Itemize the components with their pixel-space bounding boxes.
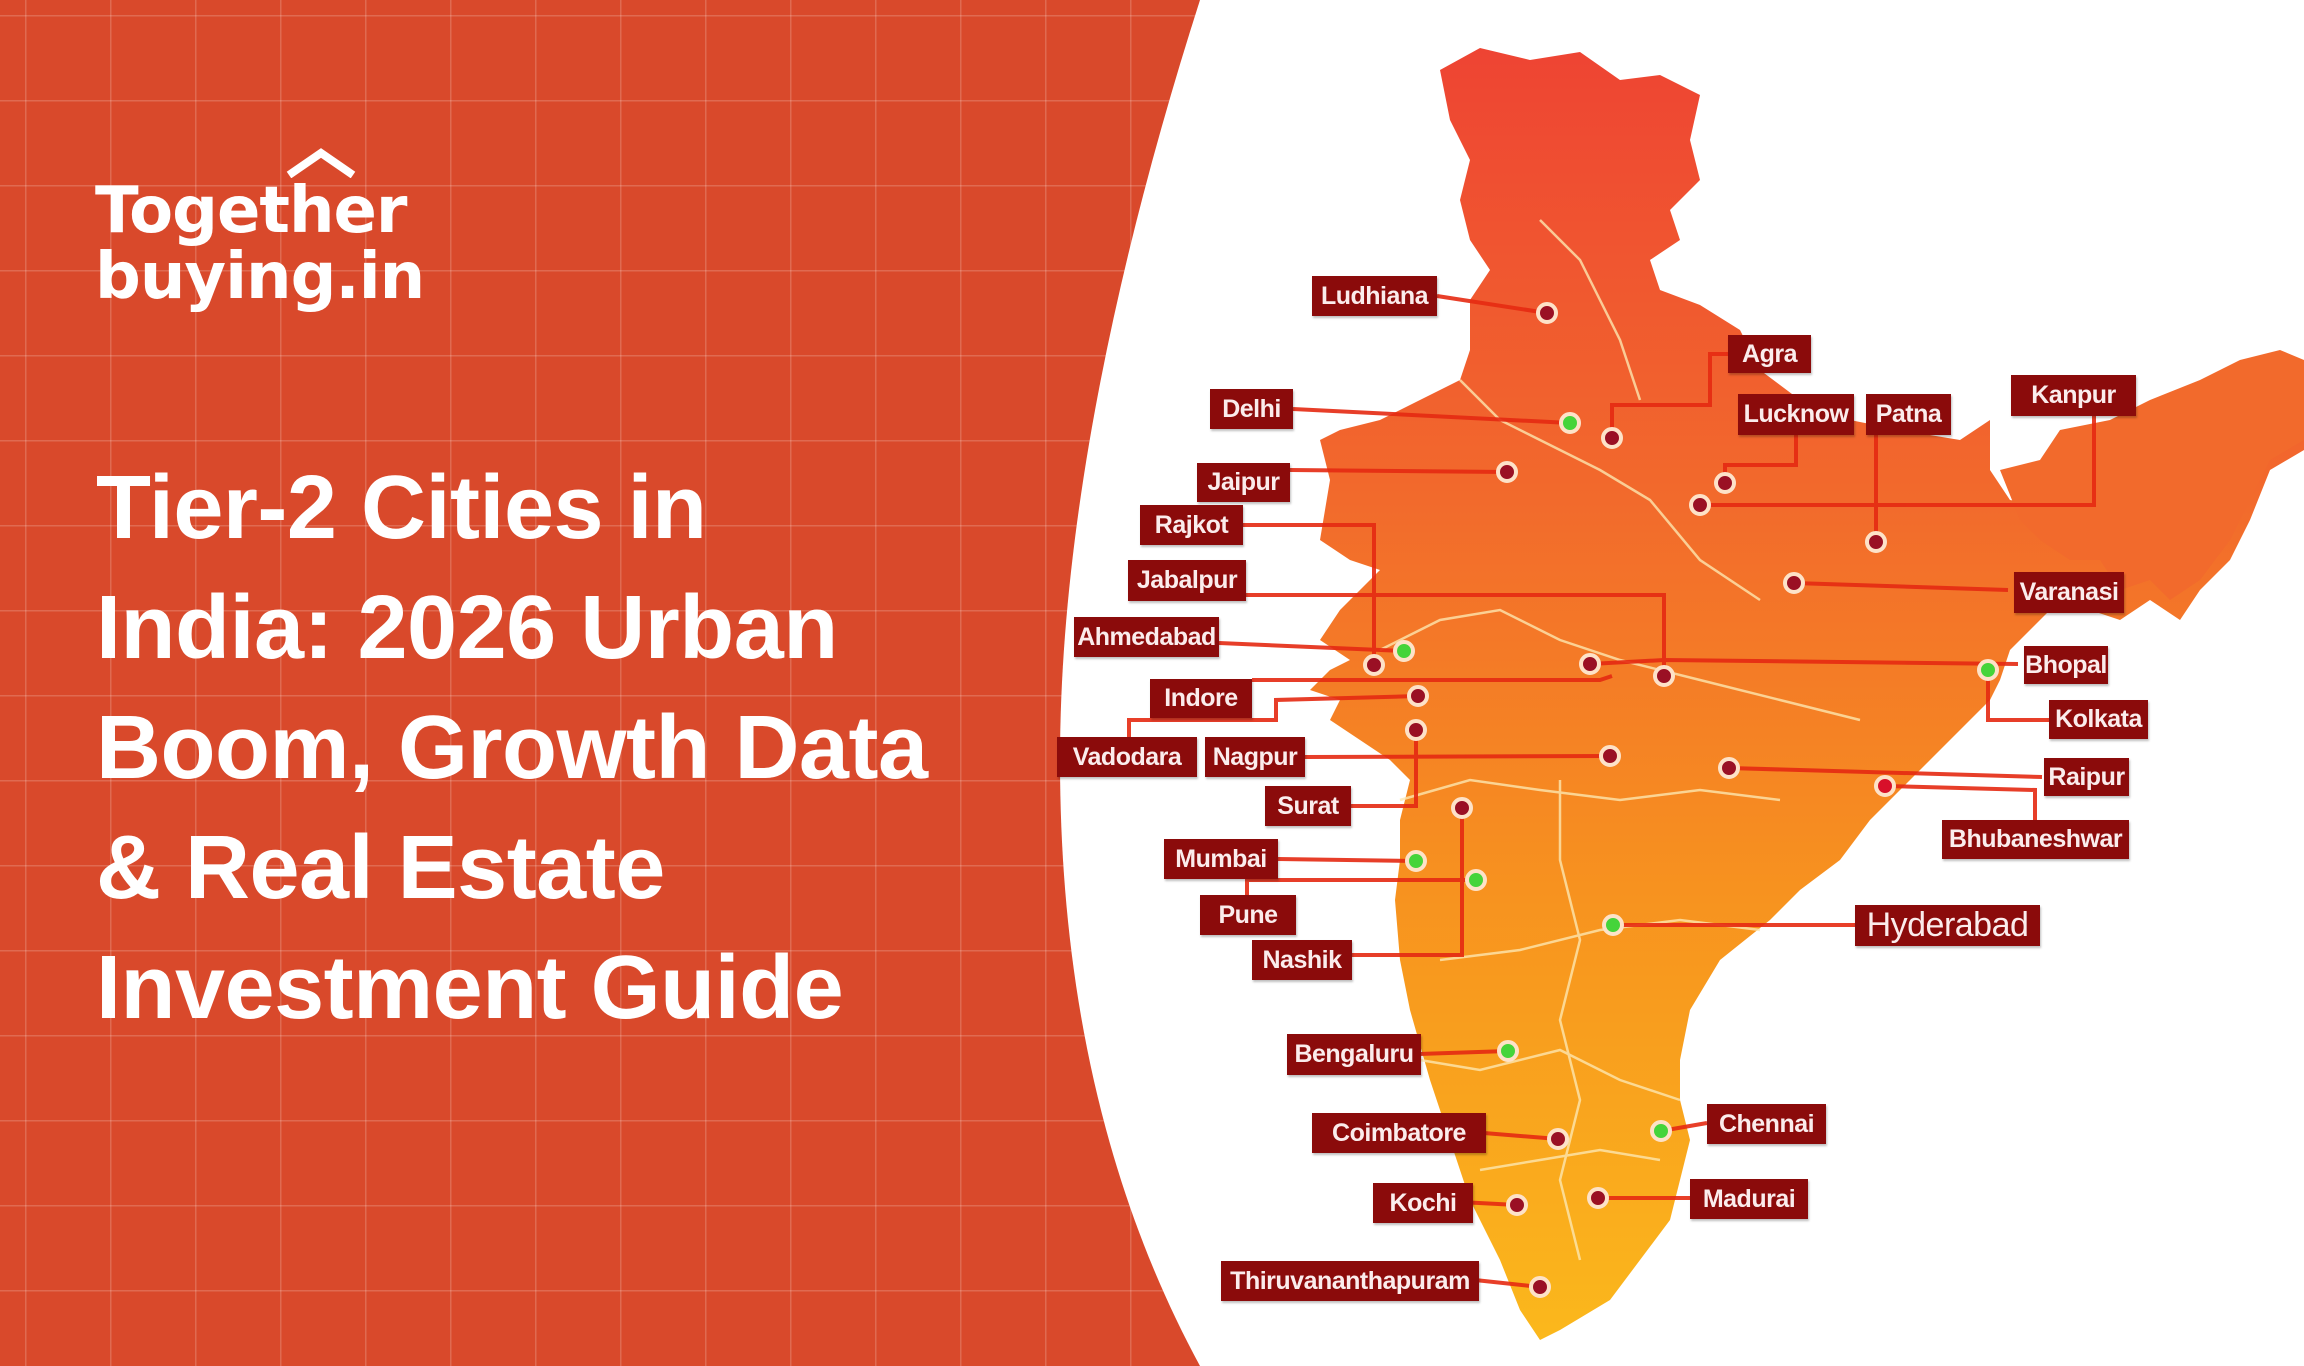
city-dot-coimbatore[interactable] bbox=[1547, 1128, 1569, 1150]
city-label-kanpur[interactable]: Kanpur bbox=[2011, 375, 2136, 416]
city-dot-raipur[interactable] bbox=[1718, 757, 1740, 779]
city-dot-kolkata[interactable] bbox=[1977, 659, 1999, 681]
city-dot-kanpur[interactable] bbox=[1689, 494, 1711, 516]
city-dot-madurai[interactable] bbox=[1587, 1187, 1609, 1209]
city-label-varanasi[interactable]: Varanasi bbox=[2014, 572, 2124, 613]
city-label-nashik[interactable]: Nashik bbox=[1252, 940, 1352, 980]
city-label-jabalpur[interactable]: Jabalpur bbox=[1128, 560, 1246, 601]
city-dot-mumbai[interactable] bbox=[1405, 850, 1427, 872]
logo-text-line1: Together bbox=[95, 174, 407, 248]
city-label-mumbai[interactable]: Mumbai bbox=[1164, 839, 1278, 879]
city-dot-vadodara[interactable] bbox=[1405, 719, 1427, 741]
city-label-bhopal[interactable]: Bhopal bbox=[2024, 646, 2108, 684]
city-label-vadodara[interactable]: Vadodara bbox=[1057, 737, 1197, 777]
city-label-pune[interactable]: Pune bbox=[1200, 895, 1296, 935]
title-line: India: 2026 Urban bbox=[96, 578, 838, 678]
logo-text-line2: buying.in bbox=[95, 240, 425, 314]
city-label-lucknow[interactable]: Lucknow bbox=[1738, 394, 1854, 435]
city-dot-thiruvananthapuram[interactable] bbox=[1529, 1276, 1551, 1298]
city-dot-agra[interactable] bbox=[1601, 427, 1623, 449]
city-label-patna[interactable]: Patna bbox=[1866, 394, 1951, 435]
city-label-bengaluru[interactable]: Bengaluru bbox=[1287, 1034, 1421, 1075]
title-line: & Real Estate bbox=[96, 818, 665, 918]
house-roof-icon bbox=[286, 148, 356, 178]
india-northeast-shape bbox=[2000, 350, 2304, 600]
city-dot-jabalpur[interactable] bbox=[1653, 665, 1675, 687]
city-dot-chennai[interactable] bbox=[1650, 1120, 1672, 1142]
city-label-kolkata[interactable]: Kolkata bbox=[2049, 700, 2148, 739]
city-dot-pune[interactable] bbox=[1465, 869, 1487, 891]
city-label-indore[interactable]: Indore bbox=[1150, 679, 1252, 718]
city-dot-jaipur[interactable] bbox=[1496, 461, 1518, 483]
city-dot-delhi[interactable] bbox=[1559, 412, 1581, 434]
city-label-rajkot[interactable]: Rajkot bbox=[1140, 505, 1243, 545]
city-dot-indore[interactable] bbox=[1407, 685, 1429, 707]
title-line: Tier-2 Cities in bbox=[96, 458, 707, 558]
city-label-ahmedabad[interactable]: Ahmedabad bbox=[1074, 617, 1219, 657]
leader-lines bbox=[1127, 294, 2096, 1289]
city-label-hyderabad[interactable]: Hyderabad bbox=[1855, 905, 2040, 946]
city-label-thiruvananthapuram[interactable]: Thiruvananthapuram bbox=[1221, 1261, 1479, 1301]
city-label-agra[interactable]: Agra bbox=[1728, 335, 1811, 373]
city-label-ludhiana[interactable]: Ludhiana bbox=[1312, 276, 1437, 316]
page-title: Tier-2 Cities in India: 2026 Urban Boom,… bbox=[96, 448, 1036, 1048]
city-label-delhi[interactable]: Delhi bbox=[1210, 389, 1293, 429]
city-dot-rajkot[interactable] bbox=[1363, 654, 1385, 676]
city-dot-bengaluru[interactable] bbox=[1497, 1040, 1519, 1062]
city-dot-kochi[interactable] bbox=[1506, 1194, 1528, 1216]
city-dot-bhubaneshwar[interactable] bbox=[1874, 775, 1896, 797]
city-dot-ludhiana[interactable] bbox=[1536, 302, 1558, 324]
city-dot-lucknow[interactable] bbox=[1714, 472, 1736, 494]
title-line: Boom, Growth Data bbox=[96, 698, 928, 798]
brand-logo[interactable]: Together buying.in bbox=[95, 148, 425, 314]
city-label-nagpur[interactable]: Nagpur bbox=[1205, 737, 1305, 777]
city-dot-hyderabad[interactable] bbox=[1602, 914, 1624, 936]
city-label-coimbatore[interactable]: Coimbatore bbox=[1312, 1113, 1486, 1153]
city-label-madurai[interactable]: Madurai bbox=[1690, 1179, 1808, 1219]
city-dot-nagpur[interactable] bbox=[1599, 745, 1621, 767]
title-line: Investment Guide bbox=[96, 938, 844, 1038]
city-label-jaipur[interactable]: Jaipur bbox=[1197, 463, 1290, 502]
city-dot-surat[interactable] bbox=[1451, 797, 1473, 819]
city-dot-varanasi[interactable] bbox=[1783, 572, 1805, 594]
city-label-bhubaneshwar[interactable]: Bhubaneshwar bbox=[1942, 820, 2129, 859]
india-mainland-shape bbox=[1310, 48, 2304, 1340]
city-dot-bhopal[interactable] bbox=[1579, 653, 1601, 675]
city-label-raipur[interactable]: Raipur bbox=[2044, 758, 2129, 796]
city-dot-ahmedabad[interactable] bbox=[1393, 640, 1415, 662]
city-label-chennai[interactable]: Chennai bbox=[1707, 1104, 1826, 1144]
city-dot-patna[interactable] bbox=[1865, 531, 1887, 553]
city-label-kochi[interactable]: Kochi bbox=[1373, 1183, 1473, 1223]
city-label-surat[interactable]: Surat bbox=[1265, 786, 1351, 826]
